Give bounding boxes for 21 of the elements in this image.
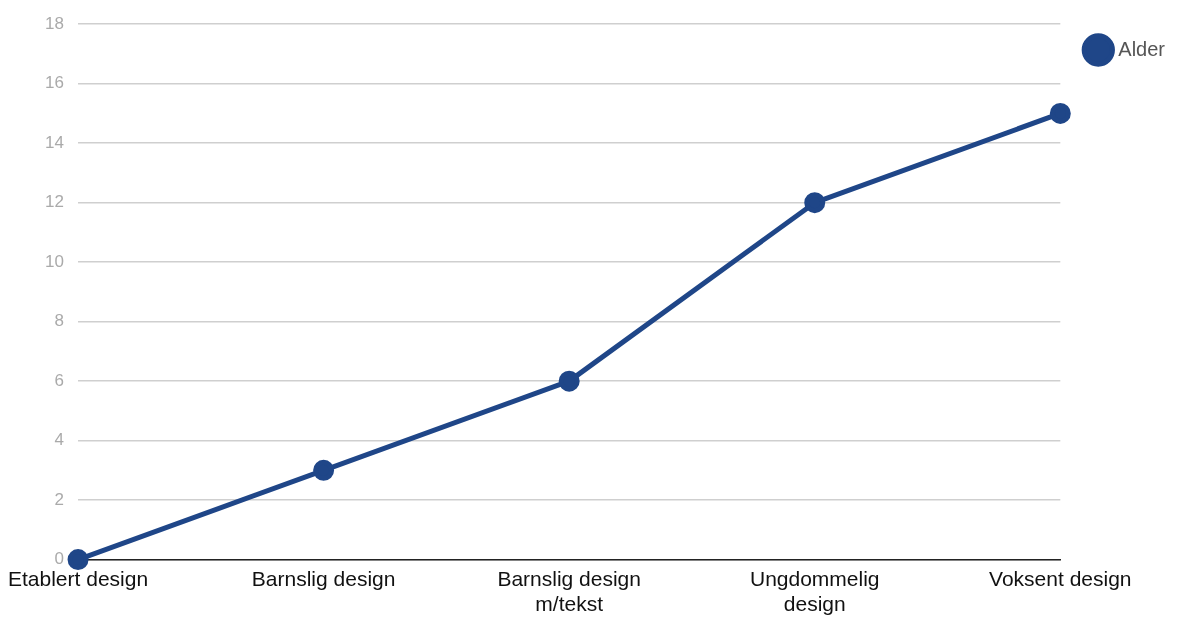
legend-label: Alder (1118, 37, 1166, 60)
y-tick-label: 2 (54, 489, 65, 509)
point (558, 370, 580, 392)
point (1049, 102, 1071, 124)
point (313, 459, 335, 481)
y-tick-label: 0 (54, 549, 65, 569)
point (804, 192, 826, 214)
y-tick-label: 12 (45, 192, 65, 212)
y-tick-label: 14 (45, 132, 65, 152)
y-tick-label: 8 (54, 311, 65, 331)
y-tick-label: 4 (54, 430, 65, 450)
x-tick-label: Barnslig design (251, 567, 396, 590)
x-tick-label: Etablert design (8, 567, 149, 590)
x-tick-label: Barnslig design m/tekst (497, 567, 641, 616)
x-tick-label: Ungdommelig design (749, 567, 880, 616)
y-tick-label: 6 (54, 370, 65, 390)
x-tick-label: Voksent design (989, 567, 1132, 590)
y-tick-label: 10 (45, 251, 65, 271)
y-tick-label: 16 (45, 73, 65, 93)
y-tick-label: 18 (45, 13, 65, 33)
point (67, 549, 89, 571)
